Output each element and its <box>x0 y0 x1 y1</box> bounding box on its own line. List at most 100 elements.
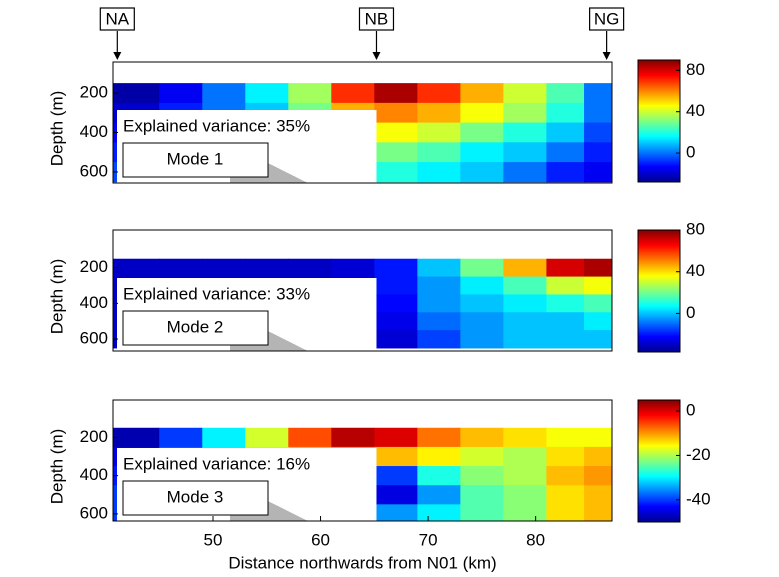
mode-box <box>122 142 269 178</box>
contour-cell <box>503 466 547 486</box>
y-axis-label: Depth (m) <box>47 429 66 505</box>
contour-cell <box>245 83 289 104</box>
contour-cell <box>503 83 547 104</box>
contour-cell <box>113 258 160 278</box>
x-tick-label: 80 <box>526 530 545 549</box>
station-box <box>358 7 395 31</box>
station-box <box>589 7 625 31</box>
annotation: Explained variance: 16% <box>123 454 310 473</box>
contour-cell <box>113 427 160 448</box>
x-tick-label: 50 <box>204 530 223 549</box>
contour-cell <box>288 258 332 278</box>
contour-cell <box>374 312 418 331</box>
contour-cell <box>584 504 612 521</box>
contour-cell <box>374 83 418 104</box>
contour-cell <box>374 162 418 183</box>
mode-box <box>122 480 269 516</box>
contour-cell <box>331 83 375 104</box>
colorbar-tick-label: 80 <box>686 60 705 79</box>
station-arrowhead <box>602 52 611 60</box>
contour-cell <box>417 330 461 349</box>
contour-cell <box>460 122 504 143</box>
contour-cell <box>417 446 461 467</box>
contour-cell <box>245 258 289 278</box>
y-tick-label: 200 <box>80 427 108 446</box>
contour-cell <box>417 258 461 278</box>
contour-cell <box>159 427 203 448</box>
contour-cell <box>374 466 418 486</box>
contour-cell <box>460 485 504 505</box>
plot-frame <box>112 229 613 352</box>
contour-cell <box>460 504 504 521</box>
colorbar-tick-label: -40 <box>686 489 711 508</box>
plot-frame <box>112 399 613 522</box>
contour-cell <box>159 258 203 278</box>
y-tick-label: 200 <box>80 82 108 101</box>
station-label: NA <box>105 9 129 28</box>
contour-cell <box>584 142 612 163</box>
contour-cell <box>546 276 585 295</box>
contour-cell <box>374 276 418 295</box>
mode-box <box>122 310 269 346</box>
contour-cell <box>503 330 547 349</box>
mode-label: Mode 3 <box>167 487 224 506</box>
colorbar <box>637 59 681 183</box>
contour-cell <box>202 258 246 278</box>
panel: Explained variance: 35%Mode 1200400600De… <box>47 59 705 184</box>
contour-cell <box>417 312 461 331</box>
panel: Explained variance: 16%Mode 3200400600De… <box>47 399 711 572</box>
contour-cell <box>584 162 612 183</box>
contour-cell <box>374 294 418 313</box>
contour-cell <box>374 330 418 349</box>
contour-cell <box>417 466 461 486</box>
contour-cell <box>460 162 504 183</box>
contour-cell <box>584 427 612 448</box>
colorbar <box>637 399 681 523</box>
contour-cell <box>584 102 612 124</box>
contour-cell <box>584 258 612 278</box>
contour-cell <box>417 83 461 104</box>
contour-cell <box>202 83 246 104</box>
colorbar-tick-label: 0 <box>686 303 695 322</box>
contour-cell <box>417 102 461 124</box>
y-tick-label: 600 <box>80 329 108 348</box>
contour-cell <box>546 294 585 313</box>
y-tick-label: 600 <box>80 503 108 522</box>
contour-cell <box>584 330 612 349</box>
contour-cell <box>113 83 160 104</box>
colorbar-tick-label: 80 <box>686 219 705 238</box>
panel: Explained variance: 33%Mode 2200400600De… <box>47 219 705 353</box>
station-arrowhead <box>372 52 381 60</box>
contour-cell <box>546 162 585 183</box>
contour-cell <box>460 102 504 124</box>
contour-cell <box>503 142 547 163</box>
contour-cell <box>374 446 418 467</box>
contour-cell <box>288 427 332 448</box>
contour-cell <box>460 294 504 313</box>
colorbar-tick-label: -20 <box>686 445 711 464</box>
contour-cell <box>546 485 585 505</box>
contour-cell <box>460 276 504 295</box>
contour-cell <box>460 312 504 331</box>
colorbar-tick-label: 0 <box>686 401 695 420</box>
contour-cell <box>374 427 418 448</box>
contour-cell <box>374 504 418 521</box>
mode-label: Mode 2 <box>167 317 224 336</box>
contour-cell <box>417 427 461 448</box>
contour-cell <box>159 83 203 104</box>
contour-cell <box>245 427 289 448</box>
contour-cell <box>374 102 418 124</box>
contour-cell <box>288 83 332 104</box>
contour-cell <box>546 122 585 143</box>
contour-cell <box>503 102 547 124</box>
contour-cell <box>546 330 585 349</box>
contour-cell <box>417 122 461 143</box>
contour-cell <box>503 312 547 331</box>
contour-cell <box>417 485 461 505</box>
station-label: NG <box>594 9 620 28</box>
contour-cell <box>584 466 612 486</box>
contour-cell <box>503 446 547 467</box>
station-arrowhead <box>113 52 122 60</box>
